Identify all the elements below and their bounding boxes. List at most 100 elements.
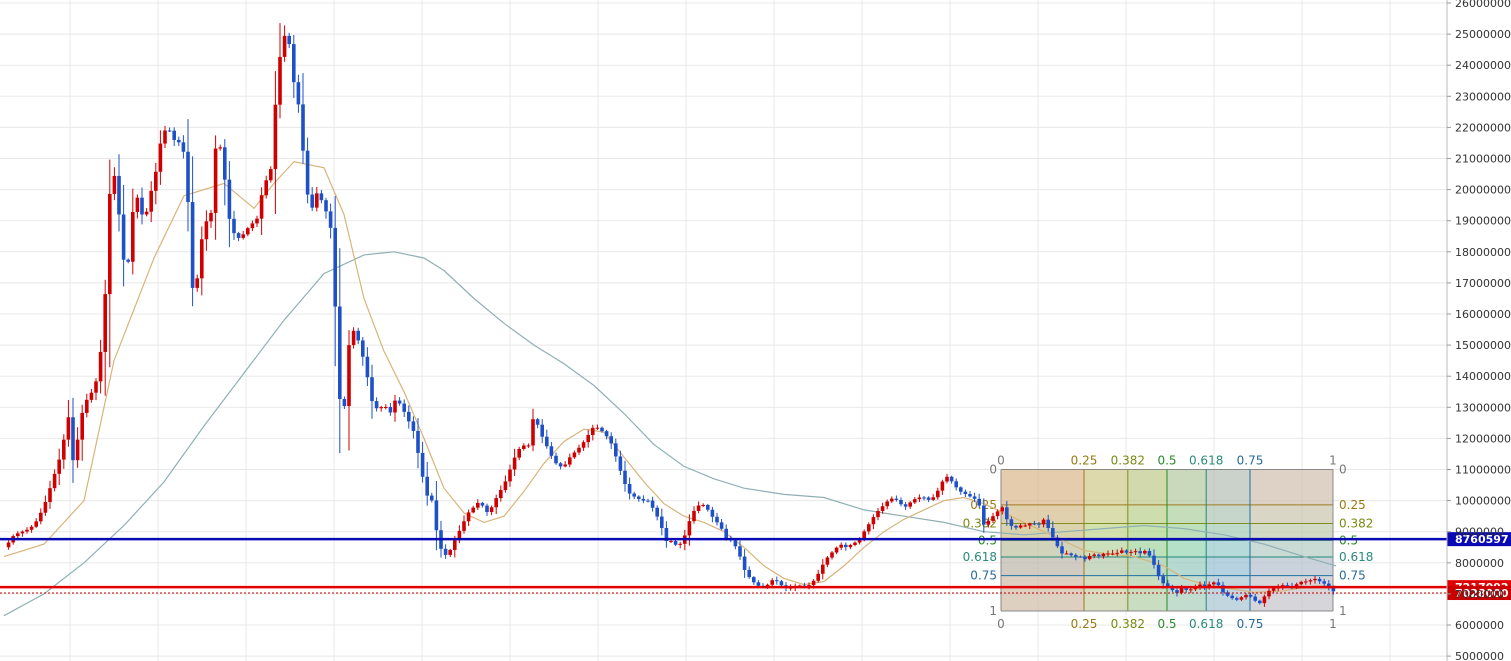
- candle-body: [269, 169, 273, 181]
- candle: [351, 327, 356, 349]
- candle-body: [623, 470, 627, 485]
- candle-body: [1152, 555, 1156, 565]
- candle-body: [1032, 523, 1037, 525]
- candle-body: [991, 516, 995, 521]
- candle: [687, 514, 692, 546]
- candle-body: [738, 546, 742, 557]
- y-axis-tick-label: 9000000: [1455, 526, 1504, 539]
- candle: [756, 580, 761, 587]
- candle-body: [117, 175, 121, 215]
- candle-body: [747, 569, 751, 578]
- candle-body: [1110, 553, 1115, 555]
- candle-body: [98, 351, 103, 382]
- candle-body: [733, 540, 738, 547]
- candle: [609, 432, 613, 449]
- candle-body: [140, 197, 144, 215]
- candle: [278, 23, 282, 119]
- candle-body: [310, 194, 314, 208]
- candle: [1248, 593, 1253, 598]
- candle-body: [1207, 584, 1211, 587]
- candle: [1313, 575, 1317, 584]
- candle-body: [434, 500, 439, 531]
- candle-body: [1235, 598, 1239, 600]
- candle-body: [246, 228, 250, 235]
- candle: [1092, 552, 1096, 559]
- candle-body: [315, 193, 319, 208]
- candle: [48, 480, 52, 509]
- candle: [959, 486, 963, 495]
- candle-body: [540, 424, 544, 437]
- candle-body: [453, 540, 457, 550]
- candle-body: [1184, 588, 1188, 590]
- price-tag-label: 7028000: [1455, 587, 1509, 600]
- candle: [526, 443, 531, 448]
- candle: [121, 184, 126, 287]
- candle: [701, 503, 705, 508]
- candle-body: [1115, 552, 1119, 554]
- candle-body: [112, 175, 117, 194]
- candle-body: [931, 497, 935, 500]
- candle: [108, 159, 112, 368]
- candle: [660, 508, 664, 536]
- candle: [673, 539, 678, 547]
- price-line-8760597[interactable]: 8760597: [0, 532, 1511, 547]
- candle: [908, 501, 912, 509]
- candle: [692, 506, 696, 524]
- candle: [480, 501, 485, 508]
- candle-body: [121, 214, 126, 260]
- candle: [917, 494, 922, 503]
- candle-body: [319, 193, 324, 201]
- candle: [34, 518, 38, 529]
- candle-body: [1308, 580, 1313, 582]
- candle: [899, 497, 903, 507]
- candle-body: [1018, 525, 1023, 528]
- candle-body: [963, 491, 968, 495]
- candle: [1041, 518, 1046, 528]
- candle-body: [195, 278, 199, 288]
- candle: [167, 127, 172, 133]
- candle: [816, 569, 820, 583]
- candle: [29, 524, 34, 533]
- candle: [678, 541, 682, 549]
- candle: [871, 514, 876, 530]
- candle-body: [775, 580, 779, 582]
- candle: [255, 215, 259, 227]
- y-axis[interactable]: 26000000 25000000 24000000 23000000 22000000…: [1446, 0, 1511, 661]
- candle-body: [80, 412, 84, 440]
- candle-body: [1239, 597, 1244, 600]
- candle-body: [1106, 553, 1110, 555]
- candle-body: [209, 212, 213, 222]
- candle: [581, 440, 586, 451]
- candle: [204, 210, 209, 251]
- moving-average-short: [3, 160, 1336, 593]
- candle: [57, 448, 61, 486]
- candle: [995, 509, 1000, 520]
- candle: [356, 327, 360, 345]
- candle-body: [586, 434, 590, 443]
- candle: [922, 495, 926, 501]
- candle-body: [416, 430, 420, 453]
- candle-body: [232, 218, 236, 234]
- candle-body: [1221, 585, 1225, 593]
- y-axis-tick-label: 19000000: [1455, 215, 1511, 228]
- fib-time-label-bottom: 0.618: [1189, 617, 1223, 631]
- horizontal-lines[interactable]: 876059772170927028000: [0, 532, 1511, 601]
- fibonacci-box[interactable]: 000.250.250.3820.3820.50.50.6180.6180.75…: [963, 454, 1374, 632]
- candle-body: [149, 190, 153, 212]
- candle: [324, 197, 328, 219]
- price-line-7028000[interactable]: 7028000: [0, 586, 1511, 601]
- candle-body: [862, 531, 866, 539]
- candle: [420, 441, 425, 483]
- candle: [715, 512, 719, 526]
- candle-body: [1331, 587, 1336, 592]
- candle: [1009, 516, 1014, 530]
- candle: [1120, 547, 1124, 554]
- candle-body: [126, 259, 130, 262]
- candle: [821, 559, 825, 580]
- candle-body: [655, 507, 659, 517]
- candle: [1317, 576, 1322, 585]
- candle-body: [1092, 554, 1096, 556]
- candle-body: [144, 211, 149, 215]
- candle-body: [885, 501, 889, 507]
